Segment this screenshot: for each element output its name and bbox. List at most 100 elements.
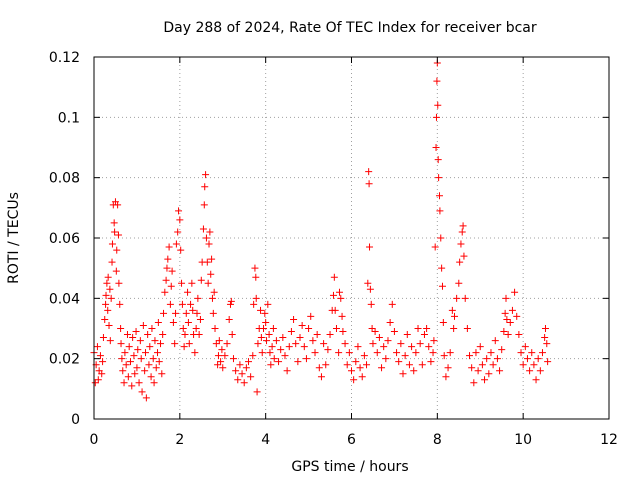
data-point <box>179 325 187 332</box>
data-point <box>131 370 139 378</box>
data-point <box>104 306 112 314</box>
data-point <box>290 315 298 323</box>
data-point <box>451 312 458 320</box>
data-point <box>210 288 218 296</box>
data-point <box>519 361 527 369</box>
data-point <box>162 276 170 284</box>
data-point <box>292 340 300 348</box>
data-point <box>249 352 257 360</box>
data-point <box>390 328 398 336</box>
data-point <box>217 358 225 366</box>
data-point <box>331 306 339 314</box>
data-point <box>305 325 313 332</box>
data-point <box>466 352 474 360</box>
data-point <box>208 255 216 263</box>
data-point <box>375 334 383 342</box>
data-point <box>114 201 122 209</box>
data-point <box>214 352 222 360</box>
data-point <box>212 340 220 348</box>
data-point <box>345 349 353 357</box>
data-point <box>123 331 131 339</box>
data-point <box>117 340 125 348</box>
data-point <box>117 325 125 332</box>
data-point <box>110 219 118 227</box>
data-point <box>367 300 375 308</box>
data-point <box>157 340 165 348</box>
data-point <box>277 346 285 354</box>
data-point <box>178 279 186 287</box>
data-point <box>403 331 411 339</box>
data-point <box>134 346 142 354</box>
data-point <box>215 337 223 345</box>
data-point <box>358 373 366 381</box>
data-point <box>142 349 149 357</box>
data-point <box>181 331 189 339</box>
x-tick-label: 0 <box>90 432 99 448</box>
data-point <box>105 321 113 329</box>
data-point <box>431 243 439 251</box>
data-point <box>337 294 345 302</box>
data-point <box>472 349 480 357</box>
y-tick-label: 0.04 <box>49 291 80 307</box>
data-point <box>268 343 276 351</box>
y-tick-label: 0.06 <box>49 231 80 247</box>
data-point <box>399 370 407 378</box>
data-point <box>432 113 440 121</box>
data-point <box>457 240 465 248</box>
data-point <box>506 318 514 326</box>
data-point <box>455 279 463 287</box>
data-point <box>106 337 114 345</box>
data-point <box>124 373 132 381</box>
data-point <box>257 306 265 314</box>
data-point <box>205 240 213 248</box>
data-point <box>335 288 343 296</box>
x-tick-label: 4 <box>261 432 270 448</box>
data-point <box>298 321 306 329</box>
x-tick-label: 6 <box>347 432 356 448</box>
data-point <box>172 240 180 248</box>
data-point <box>159 331 167 339</box>
data-point <box>532 376 540 384</box>
data-point <box>196 315 204 323</box>
data-point <box>206 228 214 236</box>
data-point <box>380 343 388 351</box>
data-point <box>508 306 516 314</box>
data-point <box>108 258 116 266</box>
y-axis-label: ROTI / TECUs <box>6 192 22 284</box>
data-point <box>544 358 552 366</box>
x-tick-label: 8 <box>433 432 442 448</box>
data-point <box>330 273 338 281</box>
data-point <box>487 349 495 357</box>
data-point <box>167 282 175 290</box>
data-point <box>432 144 440 151</box>
data-point <box>322 361 330 369</box>
data-point <box>163 264 171 272</box>
data-point <box>141 367 149 375</box>
data-point <box>338 312 346 320</box>
data-point <box>125 343 133 351</box>
data-point <box>313 331 321 339</box>
data-point <box>536 367 544 375</box>
data-point <box>261 309 269 317</box>
data-point <box>139 321 147 329</box>
data-point <box>502 294 510 302</box>
data-point <box>247 373 255 381</box>
data-point <box>133 364 141 372</box>
data-point <box>98 370 106 378</box>
data-point <box>530 361 538 369</box>
data-point <box>132 328 140 336</box>
data-point <box>184 318 192 326</box>
data-point <box>287 328 295 336</box>
data-point <box>263 337 271 345</box>
data-point <box>397 340 405 348</box>
data-point <box>478 361 486 369</box>
data-point <box>112 267 120 275</box>
data-point <box>209 309 217 317</box>
data-point <box>145 361 153 369</box>
data-point <box>232 367 240 375</box>
data-point <box>250 300 258 308</box>
data-point <box>300 343 308 351</box>
data-point <box>279 334 287 342</box>
data-point <box>541 334 549 342</box>
data-point <box>438 264 446 272</box>
